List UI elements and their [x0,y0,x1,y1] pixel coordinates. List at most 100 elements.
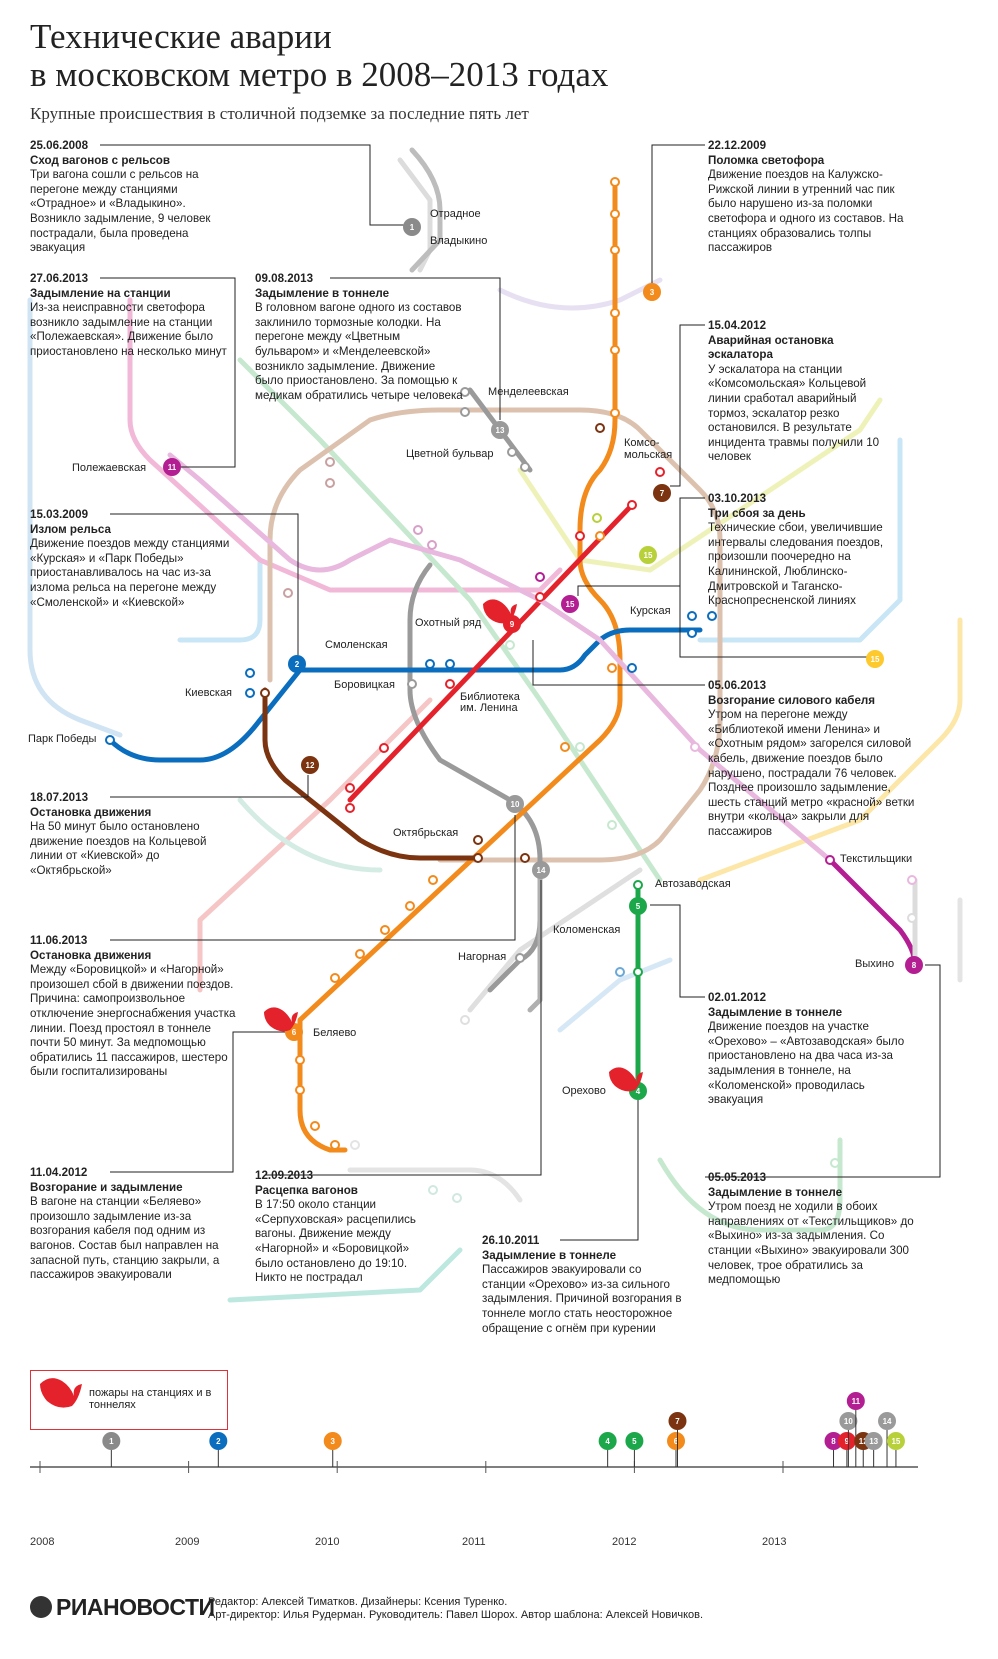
incident-text: Движение поездов на Калужско-Рижской лин… [708,168,904,255]
marker-12: 12 [301,756,319,774]
incident-date: 22.12.2009 [708,139,767,152]
faint-line-pink [127,297,563,593]
incident-date: 09.08.2013 [255,272,314,285]
leader-11 [100,277,236,468]
node [575,531,585,541]
node [407,679,417,689]
line-red [347,502,635,803]
timeline-marker-label: 9 [845,1437,850,1446]
logo-text: РИАНОВОСТИ [56,1594,215,1620]
incident-13: 09.08.2013 Задымление в тоннеле В головном… [255,272,465,403]
node [535,572,545,582]
incident-text: Между «Боровицкой» и «Нагорной» произоше… [30,963,236,1079]
leader-5 [650,904,705,998]
node [690,742,700,752]
svg-text:15: 15 [644,551,653,560]
svg-text:12: 12 [306,761,315,770]
svg-text:7: 7 [660,489,665,498]
incident-headline: Излом рельса [30,522,111,536]
timeline-marker [824,1432,843,1450]
incident-headline: Возгорание и задымление [30,1180,183,1194]
timeline-marker-label: 14 [883,1417,892,1426]
node [295,1055,305,1065]
incident-date: 02.01.2012 [708,991,767,1004]
incident-headline: Задымление в тоннеле [708,1005,843,1019]
node [610,308,620,318]
node [325,478,335,488]
timeline-marker [625,1432,644,1450]
node [330,1140,340,1150]
incident-date: 27.06.2013 [30,272,89,285]
node [345,803,355,813]
incident-text: Утром поезд не ходили в обоих направлени… [708,1200,914,1287]
faint-line-lightblue-2 [177,557,263,643]
faint-line-lightblue-3 [697,437,903,643]
incident-date: 11.04.2012 [30,1166,88,1179]
faint-line-lightblue [27,297,123,738]
marker-8: 8 [905,956,923,974]
node [428,1185,438,1195]
marker-5: 5 [629,897,647,915]
node [610,408,620,418]
node [907,875,917,885]
title-line-1: Технические аварии [30,17,332,56]
fire-icon [264,1007,298,1032]
marker-1: 1 [403,218,421,236]
year-label: 2010 [315,1536,340,1548]
station-label: Комсо- [624,437,660,449]
incident-9: 05.06.2013 Возгорание силового кабеля Утро… [708,679,916,840]
incident-headline: Задымление в тоннеле [482,1248,617,1262]
incident-date: 05.05.2013 [708,1171,767,1184]
leader-7 [670,324,705,487]
fire-icon [483,599,517,624]
node [610,209,620,219]
line-magenta-faded [167,452,833,863]
station-label: Охотный ряд [415,617,482,629]
faint-line-grey-top [397,157,433,273]
node [615,967,625,977]
year-label: 2013 [762,1536,787,1548]
station-label: Беляево [313,1027,357,1039]
marker-11: 11 [163,458,181,476]
station-label: Орехово [562,1085,606,1097]
leader-10 [110,815,516,941]
incident-headline: Задымление в тоннеле [708,1185,843,1199]
faint-line-lavender [497,277,663,311]
node [687,628,697,638]
svg-text:6: 6 [292,1028,297,1037]
station-label: Полежаевская [72,462,147,474]
line-magenta [827,857,918,968]
timeline-marker-label: 5 [632,1437,637,1446]
node [428,875,438,885]
fire-icon [40,1378,82,1408]
incident-text: Из-за неисправности светофора возникло з… [30,301,227,358]
incident-text: Движение поездов между станциями «Курска… [30,537,230,609]
node [520,462,530,472]
node [355,949,365,959]
incident-12: 18.07.2013 Остановка движения На 50 минут … [30,791,230,879]
page-subtitle: Крупные происшествия в столичной подземк… [30,104,529,123]
faint-line-mint [227,1247,463,1303]
node [610,245,620,255]
incident-8: 05.05.2013 Задымление в тоннеле Утром поез… [708,1171,916,1288]
node [245,688,255,698]
year-label: 2012 [612,1536,637,1548]
incident-headline: Остановка движения [30,805,152,819]
line-grey-nagornaya [527,867,543,1013]
faint-line-lightblue-4 [557,957,673,1033]
ria-logo: РИАНОВОСТИ [30,1594,215,1621]
node [260,688,270,698]
timeline-marker [878,1412,897,1430]
node [595,531,605,541]
node [425,659,435,669]
marker-14: 14 [532,861,550,879]
incident-date: 15.03.2009 [30,508,89,521]
marker-13: 13 [491,421,509,439]
leader-9 [532,640,705,686]
svg-text:13: 13 [496,426,505,435]
incident-headline: Возгорание силового кабеля [708,693,876,707]
incident-date: 18.07.2013 [30,791,89,804]
incident-headline: Поломка светофора [708,153,825,167]
timeline-marker [864,1432,883,1450]
